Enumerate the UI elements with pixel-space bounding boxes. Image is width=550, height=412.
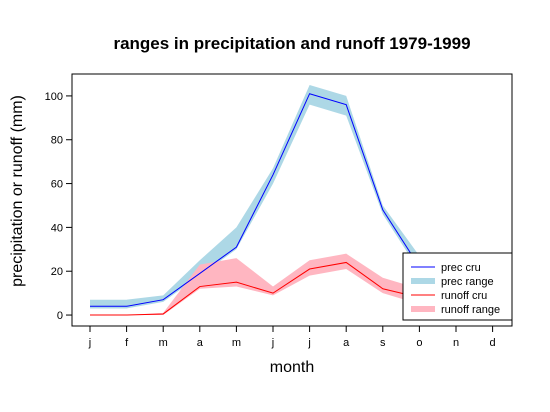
x-tick-label: j (271, 337, 274, 349)
x-tick-label: m (232, 337, 241, 349)
y-tick-label: 0 (57, 310, 63, 322)
y-tick-label: 100 (45, 91, 63, 103)
x-tick-label: f (125, 337, 129, 349)
chart-title: ranges in precipitation and runoff 1979-… (113, 34, 470, 53)
y-tick-label: 80 (51, 135, 63, 147)
legend-label-runoff-cru: runoff cru (441, 290, 487, 302)
x-axis-title: month (270, 359, 314, 376)
plot-frame (71, 73, 513, 327)
x-tick-label: d (490, 337, 496, 349)
y-tick-label: 20 (51, 266, 63, 278)
y-axis-title: precipitation or runoff (mm) (9, 95, 26, 287)
x-tick-label: o (416, 337, 422, 349)
axes-layer: 0 20 40 60 80 100 j f m a m j j a s o n d (45, 91, 496, 349)
legend: prec cru prec range runoff cru runoff range (402, 252, 513, 321)
x-tick-label: m (159, 337, 168, 349)
prec-cru-line (90, 93, 420, 307)
y-tick-label: 40 (51, 222, 63, 234)
legend-label-runoff-range: runoff range (441, 304, 500, 316)
runoff-cru-line (90, 261, 420, 316)
runoff-range-band (90, 253, 420, 316)
y-tick-label: 60 (51, 179, 63, 191)
x-tick-label: s (380, 337, 386, 349)
x-tick-label: a (197, 337, 204, 349)
legend-label-prec-cru: prec cru (441, 262, 481, 274)
x-tick-label: n (453, 337, 459, 349)
plot-layer (90, 84, 420, 316)
x-tick-label: j (88, 337, 91, 349)
x-tick-label: j (307, 337, 310, 349)
legend-label-prec-range: prec range (441, 276, 494, 288)
x-tick-label: a (343, 337, 350, 349)
